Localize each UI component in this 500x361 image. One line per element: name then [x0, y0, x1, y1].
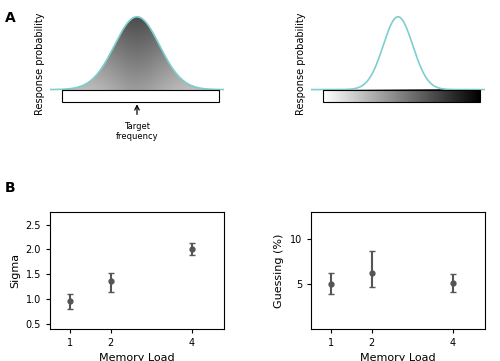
Bar [323, 90, 480, 103]
Text: Response probability: Response probability [296, 13, 306, 115]
X-axis label: Memory Load: Memory Load [360, 353, 436, 361]
Y-axis label: Sigma: Sigma [10, 253, 20, 288]
X-axis label: Memory Load: Memory Load [99, 353, 175, 361]
Text: A: A [5, 11, 16, 25]
Text: Response probability: Response probability [35, 13, 45, 115]
Bar [62, 90, 219, 103]
Text: B: B [5, 180, 15, 195]
Text: Target
frequency: Target frequency [116, 122, 158, 142]
Y-axis label: Guessing (%): Guessing (%) [274, 233, 284, 308]
